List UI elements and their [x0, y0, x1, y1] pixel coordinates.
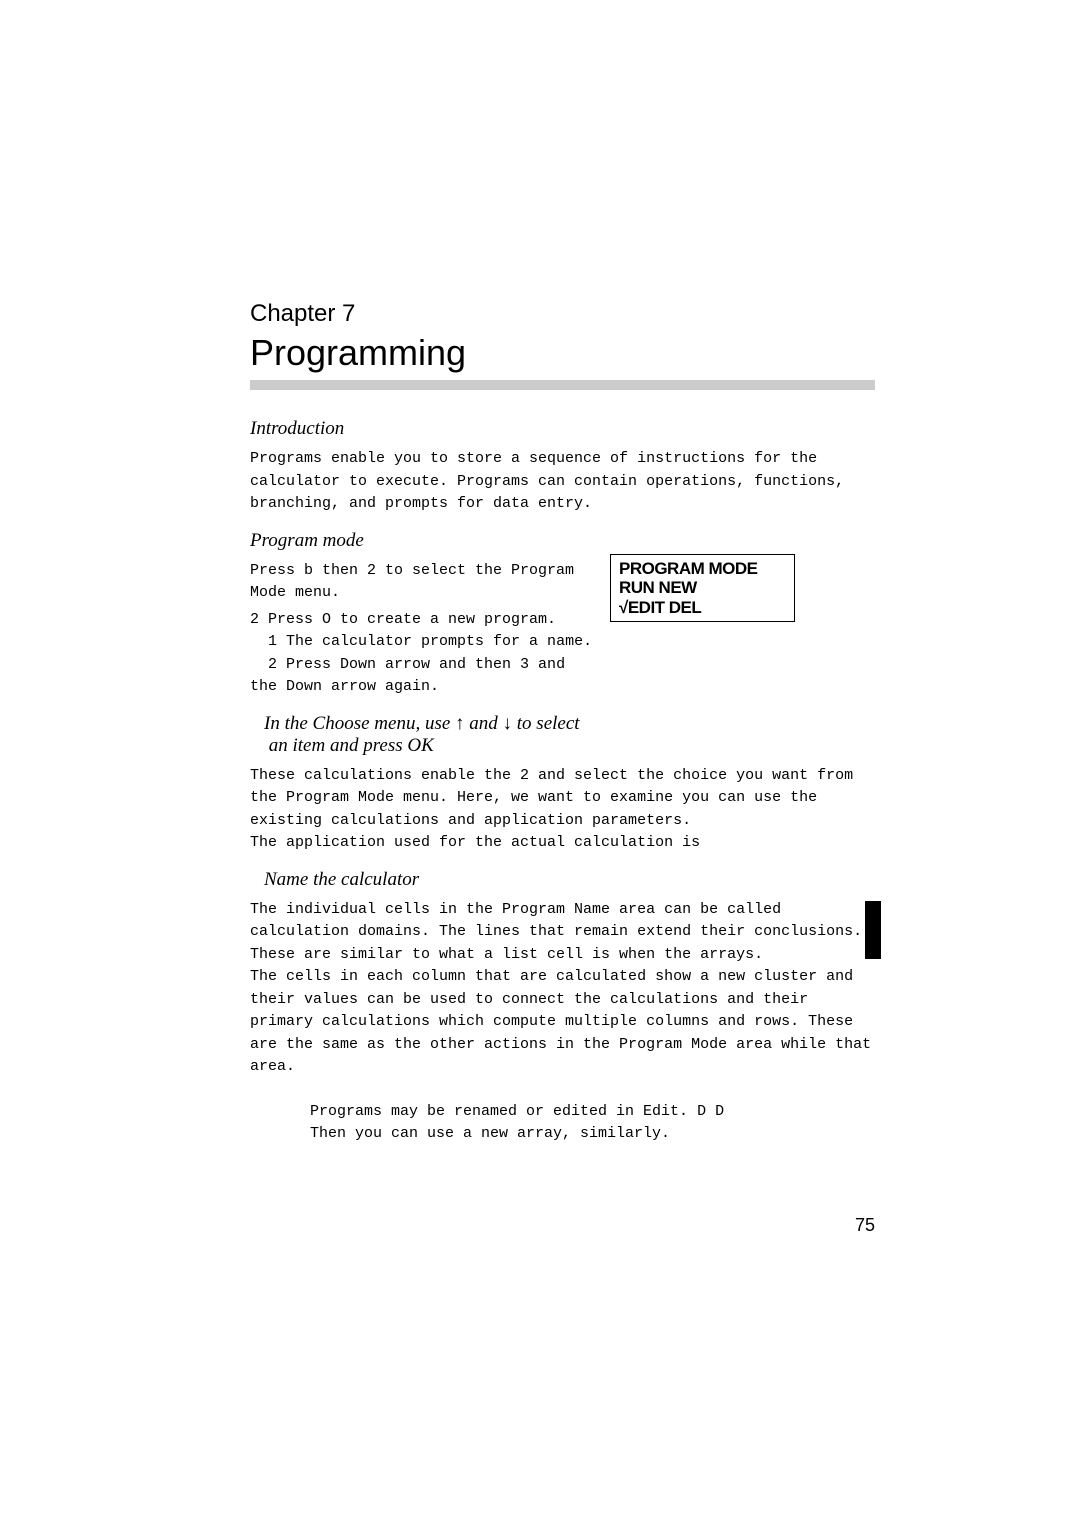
section-name-body: The individual cells in the Program Name… [250, 899, 875, 1079]
title-underline [250, 380, 875, 390]
section-intro-head: Introduction [250, 418, 875, 440]
page: Chapter 7 Programming Introduction Progr… [250, 300, 875, 1146]
page-number: 75 [855, 1215, 875, 1236]
section-mode-head: Program mode [250, 530, 875, 552]
screen-line-1: PROGRAM MODE [619, 559, 786, 579]
section-intro-body: Programs enable you to store a sequence … [250, 448, 875, 516]
section-choose-body: These calculations enable the 2 and sele… [250, 765, 875, 855]
section-choose-head: In the Choose menu, use ↑ and ↓ to selec… [264, 713, 875, 757]
calculator-screen: PROGRAM MODE RUN NEW √EDIT DEL [610, 554, 795, 623]
section-name-head: Name the calculator [264, 869, 875, 891]
chapter-title: Programming [250, 332, 875, 374]
redaction-block [865, 901, 881, 959]
chapter-label: Chapter 7 [250, 300, 875, 328]
section-note: Programs may be renamed or edited in Edi… [250, 1101, 875, 1146]
screen-line-2: RUN NEW [619, 578, 786, 598]
section-mode-body1: Press b then 2 to select the Program Mod… [250, 560, 600, 605]
screen-line-3: √EDIT DEL [619, 598, 786, 618]
